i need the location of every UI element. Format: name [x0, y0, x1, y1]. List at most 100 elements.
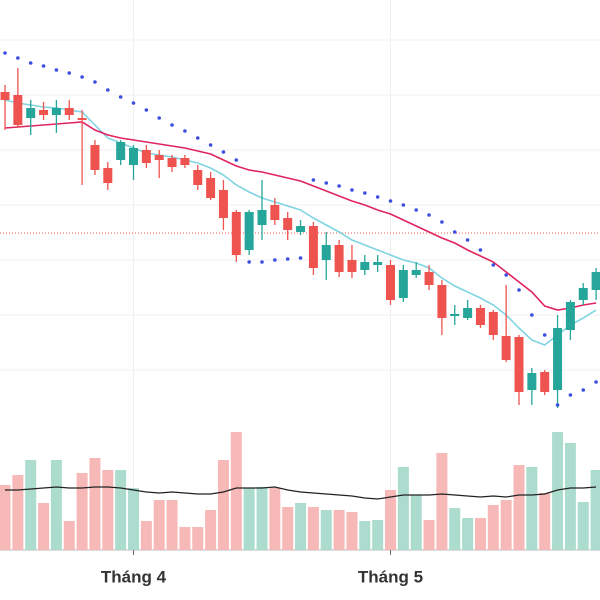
volume-bar	[333, 510, 345, 550]
sar-dot	[208, 143, 213, 147]
candle-body	[257, 210, 267, 225]
candle-body	[64, 108, 74, 115]
sar-dot	[452, 230, 457, 234]
volume-bar	[217, 460, 229, 550]
volume-bar	[577, 502, 589, 550]
candle-body	[180, 158, 190, 165]
volume-bar	[50, 460, 62, 550]
candle-body	[296, 226, 306, 232]
candle-body	[347, 260, 357, 272]
sar-dot	[491, 263, 496, 267]
candle-body	[540, 372, 550, 392]
candle-body	[116, 142, 126, 160]
sar-dot	[260, 260, 264, 264]
volume-bar	[179, 527, 191, 550]
volume-bar	[487, 505, 499, 550]
sar-dot	[67, 71, 72, 75]
volume-bar	[423, 520, 435, 550]
sar-dot	[375, 195, 380, 199]
candle-body	[154, 155, 164, 160]
volume-bar	[230, 432, 242, 550]
candle-body	[578, 288, 588, 300]
candle-body	[450, 314, 460, 316]
volume-average-line	[5, 486, 597, 500]
sar-dot	[414, 208, 419, 212]
volume-bar	[449, 508, 461, 550]
candle-body	[103, 168, 113, 183]
candle-body	[0, 92, 10, 100]
sar-dot	[542, 333, 547, 337]
sar-dot	[234, 158, 239, 162]
sar-dot	[298, 256, 303, 260]
volume-bar	[372, 520, 384, 550]
volume-bar	[385, 490, 396, 550]
volume-bar	[140, 521, 152, 550]
sar-dot	[144, 108, 149, 112]
sar-dot	[594, 380, 598, 384]
volume-bar	[25, 460, 37, 550]
volume-bar	[102, 470, 114, 550]
candle-body	[591, 272, 600, 290]
volume-bar	[564, 443, 576, 550]
candle-body	[321, 245, 331, 260]
volume-bar	[76, 473, 88, 550]
candle-body	[437, 285, 447, 318]
sar-dot	[504, 273, 508, 277]
candle-body	[141, 150, 151, 163]
candle-body	[360, 262, 370, 270]
volume-bar	[205, 510, 217, 550]
x-tick-label: Tháng 4	[101, 567, 167, 586]
sar-dot	[118, 95, 123, 99]
volume-bar	[269, 488, 281, 550]
volume-bar	[320, 510, 332, 550]
sar-dot	[337, 184, 341, 188]
volume-bar	[359, 521, 371, 550]
candle-body	[193, 170, 203, 185]
candle-body	[553, 328, 563, 390]
candle-body	[51, 108, 61, 115]
sar-dot	[324, 181, 329, 185]
volume-bar	[410, 495, 422, 550]
sar-dot	[28, 61, 33, 65]
candle-body	[488, 312, 498, 335]
sar-dot	[517, 288, 521, 292]
volume-bar	[243, 488, 255, 550]
volume-bar	[346, 512, 358, 550]
volume-bar	[539, 493, 551, 550]
candle-body	[77, 118, 87, 120]
sar-dot	[401, 203, 406, 207]
sar-dot	[440, 220, 444, 224]
volume-bar	[89, 458, 101, 550]
sar-dot	[16, 56, 20, 60]
sar-dot	[3, 51, 7, 55]
candle-body	[270, 205, 280, 220]
volume-bar	[256, 487, 268, 550]
candle-body	[167, 158, 177, 167]
volume-bar	[307, 507, 319, 550]
volume-bar	[526, 467, 538, 550]
sar-dot	[581, 388, 586, 392]
x-tick-label: Tháng 5	[358, 567, 423, 586]
sar-dot	[221, 150, 226, 154]
candle-body	[218, 190, 228, 218]
candle-body	[514, 337, 524, 392]
candle-body	[334, 245, 344, 272]
sar-dot	[311, 178, 316, 182]
candle-body	[475, 308, 485, 325]
candle-body	[129, 148, 138, 165]
candle-body	[26, 108, 36, 118]
sar-dot	[388, 199, 393, 203]
volume-bar	[166, 500, 178, 550]
candle-body	[39, 110, 49, 115]
sar-dot	[273, 258, 277, 262]
sar-dot	[427, 213, 431, 217]
sar-dot	[285, 257, 290, 261]
candle-body	[90, 145, 100, 170]
sar-dot	[93, 80, 97, 84]
sar-dot	[530, 313, 534, 317]
volume-bar	[500, 500, 512, 550]
sar-dot	[568, 393, 573, 397]
sar-dot	[170, 123, 174, 127]
volume-bar	[0, 485, 11, 550]
